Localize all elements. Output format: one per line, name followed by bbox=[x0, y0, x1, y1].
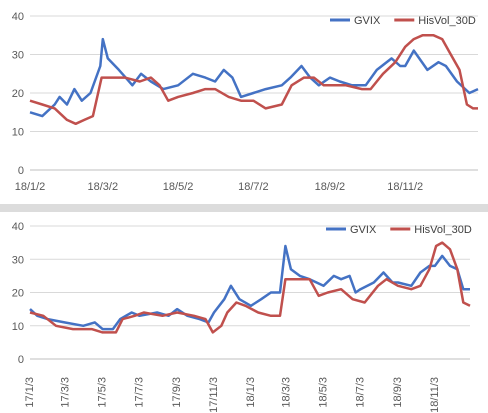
bottom-x-tick-label: 18/1/3 bbox=[245, 377, 257, 408]
bottom-x-tick-label: 17/11/3 bbox=[208, 377, 220, 413]
chart-bottom-svg: 0 10 20 30 40 17/1/3 17/3/3 17/5/3 17/7/3 17/9/3 1… bbox=[12, 221, 472, 413]
bottom-x-tick-label: 18/11/3 bbox=[429, 377, 441, 413]
chart-top-svg: 0 10 20 30 40 18/1/2 18/3/2 18/5/2 18/7/2 18/9/2 1… bbox=[12, 11, 479, 193]
bottom-x-tick-label: 18/7/3 bbox=[354, 377, 366, 408]
top-series-line-hisvol-30d bbox=[29, 34, 478, 126]
bottom-y-tick-label: 40 bbox=[12, 221, 24, 233]
bottom-series-line-hisvol-30d bbox=[29, 241, 471, 334]
panel-divider bbox=[0, 204, 488, 212]
top-y-tick-label: 40 bbox=[12, 11, 24, 23]
bottom-series-line-gvix bbox=[29, 244, 470, 331]
bottom-y-tick-label: 20 bbox=[12, 288, 24, 300]
top-x-tick-label: 18/5/2 bbox=[163, 181, 194, 193]
bottom-x-tick-label: 18/9/3 bbox=[392, 377, 404, 408]
top-legend-label: GVIX bbox=[354, 15, 381, 27]
top-legend-label: HisVol_30D bbox=[418, 15, 476, 27]
bottom-x-tick-label: 18/3/3 bbox=[281, 377, 293, 408]
top-y-tick-label: 20 bbox=[12, 88, 24, 100]
top-x-tick-label: 18/3/2 bbox=[88, 181, 119, 193]
bottom-y-tick-label: 30 bbox=[12, 254, 24, 266]
bottom-y-tick-label: 10 bbox=[12, 321, 24, 333]
top-x-tick-label: 18/11/2 bbox=[387, 181, 423, 193]
top-y-tick-label: 10 bbox=[12, 127, 24, 139]
top-x-tick-label: 18/9/2 bbox=[315, 181, 346, 193]
bottom-x-tick-label: 17/7/3 bbox=[134, 377, 146, 408]
chart-panel-bottom: 0 10 20 30 40 17/1/3 17/3/3 17/5/3 17/7/3 17/9/3 1… bbox=[0, 212, 488, 413]
bottom-x-tick-label: 17/3/3 bbox=[60, 377, 72, 408]
top-x-tick-label: 18/7/2 bbox=[238, 181, 269, 193]
top-y-tick-label: 0 bbox=[18, 165, 24, 177]
bottom-y-tick-label: 0 bbox=[18, 354, 24, 366]
bottom-x-tick-label: 17/1/3 bbox=[24, 377, 36, 408]
top-series-line-gvix bbox=[29, 37, 479, 118]
bottom-x-tick-label: 17/9/3 bbox=[171, 377, 183, 408]
bottom-legend-label: GVIX bbox=[350, 224, 377, 236]
top-x-tick-label: 18/1/2 bbox=[15, 181, 46, 193]
bottom-legend-label: HisVol_30D bbox=[414, 224, 472, 236]
top-y-tick-label: 30 bbox=[12, 50, 24, 62]
chart-panel-top: 0 10 20 30 40 18/1/2 18/3/2 18/5/2 18/7/2 18/9/2 1… bbox=[0, 0, 488, 204]
bottom-x-tick-label: 17/5/3 bbox=[97, 377, 109, 408]
bottom-x-tick-label: 18/5/3 bbox=[318, 377, 330, 408]
